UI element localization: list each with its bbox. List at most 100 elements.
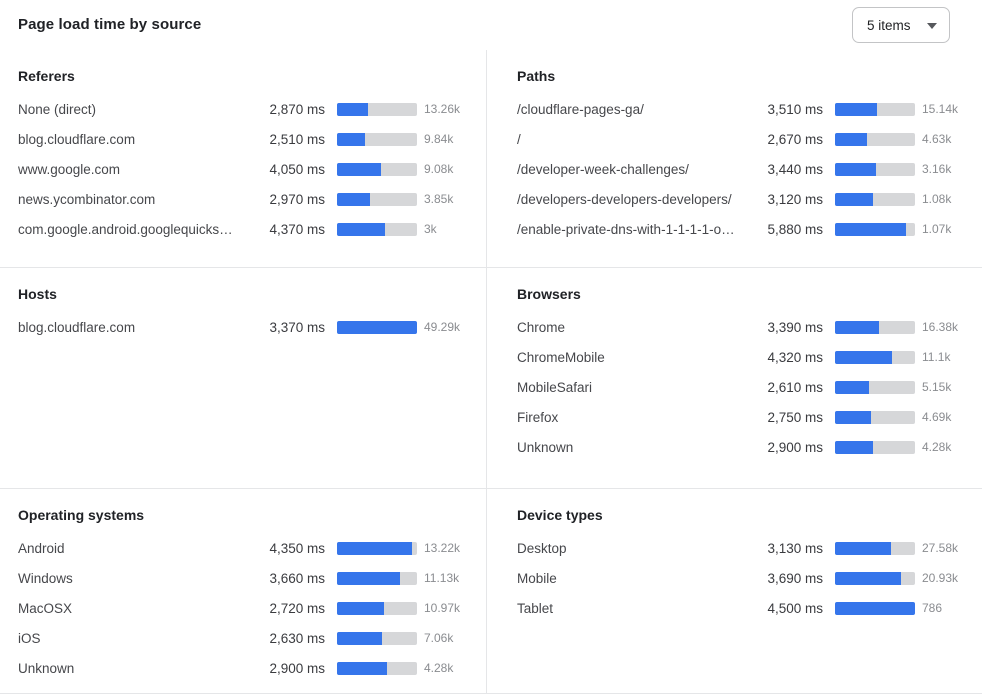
device-types-row[interactable]: Tablet 4,500 ms 786 [517, 593, 968, 623]
bar-track [835, 380, 915, 394]
paths-row[interactable]: / 2,670 ms 4.63k [517, 124, 968, 154]
row-ms-value: 2,720 ms [269, 600, 325, 616]
bar-fill [835, 571, 901, 585]
bar-fill [337, 222, 385, 236]
operating-systems-row[interactable]: iOS 2,630 ms 7.06k [18, 623, 470, 653]
row-count: 13.26k [424, 102, 461, 116]
row-ms-value: 5,880 ms [767, 221, 823, 237]
row-label: /developer-week-challenges/ [517, 161, 689, 177]
widget-header: Page load time by source 5 items [0, 0, 982, 50]
row-ms-value: 4,320 ms [767, 349, 823, 365]
row-count: 10.97k [424, 601, 461, 615]
row-label: www.google.com [18, 161, 121, 177]
operating-systems-row[interactable]: Android 4,350 ms 13.22k [18, 533, 470, 563]
paths-row[interactable]: /developer-week-challenges/3,440 ms 3.16k [517, 154, 968, 184]
bar-track [835, 222, 915, 236]
row-ms-value: 2,900 ms [767, 439, 823, 455]
panel-title-referers: Referers [18, 68, 75, 84]
panel-paths: Paths /cloudflare-pages-ga/3,510 ms 15.14… [486, 50, 982, 267]
panel-title-browsers: Browsers [517, 286, 581, 302]
row-label: Windows [18, 570, 73, 586]
row-ms-value: 4,350 ms [269, 540, 325, 556]
bar-fill [835, 601, 915, 615]
row-label: iOS [18, 630, 41, 646]
bar-track [835, 571, 915, 585]
row-count: 11.13k [424, 571, 460, 585]
row-count: 1.07k [922, 222, 952, 236]
chevron-down-icon [927, 22, 937, 29]
device-types-row[interactable]: Desktop 3,130 ms 27.58k [517, 533, 968, 563]
page-title: Page load time by source [18, 16, 202, 33]
referers-row[interactable]: com.google.android.googlequicksearc… 4,37… [18, 214, 470, 244]
browsers-row[interactable]: Unknown 2,900 ms 4.28k [517, 432, 968, 462]
bar-track [337, 320, 417, 334]
hosts-row[interactable]: blog.cloudflare.com 3,370 ms 49.29k [18, 312, 470, 342]
device-types-row[interactable]: Mobile 3,690 ms 20.93k [517, 563, 968, 593]
row-ms-value: 2,510 ms [269, 131, 325, 147]
bar-fill [337, 661, 387, 675]
bar-track [337, 132, 417, 146]
bar-fill [835, 410, 872, 424]
bar-fill [337, 320, 417, 334]
panel-referers: Referers None (direct) 2,870 ms 13.26k blog… [0, 50, 486, 267]
paths-row[interactable]: /cloudflare-pages-ga/3,510 ms 15.14k [517, 94, 968, 124]
panel-browsers: Browsers Chrome 3,390 ms 16.38k ChromeMobil… [486, 267, 982, 488]
paths-row[interactable]: /enable-private-dns-with-1-1-1-1-on-… 5,8… [517, 214, 968, 244]
panel-title-operating-systems: Operating systems [18, 507, 145, 523]
browsers-row[interactable]: Firefox 2,750 ms 4.69k [517, 402, 968, 432]
referers-row[interactable]: None (direct) 2,870 ms 13.26k [18, 94, 470, 124]
row-count: 3.85k [424, 192, 454, 206]
bar-track [835, 102, 915, 116]
row-ms-value: 3,660 ms [269, 570, 325, 586]
bar-track [337, 162, 417, 176]
row-ms-value: 2,610 ms [767, 379, 823, 395]
bar-fill [337, 571, 400, 585]
items-count-dropdown[interactable]: 5 items [852, 7, 950, 43]
browsers-row[interactable]: ChromeMobile 4,320 ms 11.1k [517, 342, 968, 372]
hosts-rows: blog.cloudflare.com 3,370 ms 49.29k [18, 312, 470, 342]
bar-fill [835, 350, 892, 364]
device-types-rows: Desktop 3,130 ms 27.58k Mobile 3,690 ms 20.93… [517, 533, 968, 623]
row-label: blog.cloudflare.com [18, 319, 136, 335]
row-count: 16.38k [922, 320, 959, 334]
row-label: /developers-developers-developers/ [517, 191, 732, 207]
row-ms-value: 3,510 ms [767, 101, 823, 117]
row-label: MacOSX [18, 600, 73, 616]
bar-track [835, 601, 915, 615]
referers-row[interactable]: news.ycombinator.com 2,970 ms 3.85k [18, 184, 470, 214]
row-count: 3.16k [922, 162, 952, 176]
bar-track [835, 162, 915, 176]
bar-track [337, 541, 417, 555]
operating-systems-row[interactable]: Windows 3,660 ms 11.13k [18, 563, 470, 593]
paths-row[interactable]: /developers-developers-developers/3,120 … [517, 184, 968, 214]
bar-fill [835, 132, 868, 146]
row-count: 27.58k [922, 541, 959, 555]
bar-fill [835, 541, 891, 555]
row-count: 4.28k [922, 440, 952, 454]
bar-fill [337, 601, 384, 615]
bar-fill [835, 162, 877, 176]
row-label: com.google.android.googlequicksearc… [18, 221, 243, 237]
row-label: /cloudflare-pages-ga/ [517, 101, 644, 117]
operating-systems-row[interactable]: MacOSX 2,720 ms 10.97k [18, 593, 470, 623]
metrics-grid: Referers None (direct) 2,870 ms 13.26k blog… [0, 50, 982, 694]
referers-row[interactable]: blog.cloudflare.com 2,510 ms 9.84k [18, 124, 470, 154]
bar-track [337, 661, 417, 675]
bar-track [337, 631, 417, 645]
operating-systems-row[interactable]: Unknown 2,900 ms 4.28k [18, 653, 470, 683]
paths-rows: /cloudflare-pages-ga/3,510 ms 15.14k / 2,67… [517, 94, 968, 244]
row-count: 786 [922, 601, 943, 615]
row-ms-value: 3,120 ms [767, 191, 823, 207]
row-label: news.ycombinator.com [18, 191, 156, 207]
bar-track [835, 132, 915, 146]
row-label: Chrome [517, 319, 566, 335]
row-count: 20.93k [922, 571, 959, 585]
row-count: 4.63k [922, 132, 952, 146]
row-label: Mobile [517, 570, 557, 586]
referers-row[interactable]: www.google.com 4,050 ms 9.08k [18, 154, 470, 184]
row-ms-value: 3,690 ms [767, 570, 823, 586]
browsers-row[interactable]: MobileSafari 2,610 ms 5.15k [517, 372, 968, 402]
row-count: 4.28k [424, 661, 454, 675]
row-count: 9.84k [424, 132, 454, 146]
browsers-row[interactable]: Chrome 3,390 ms 16.38k [517, 312, 968, 342]
